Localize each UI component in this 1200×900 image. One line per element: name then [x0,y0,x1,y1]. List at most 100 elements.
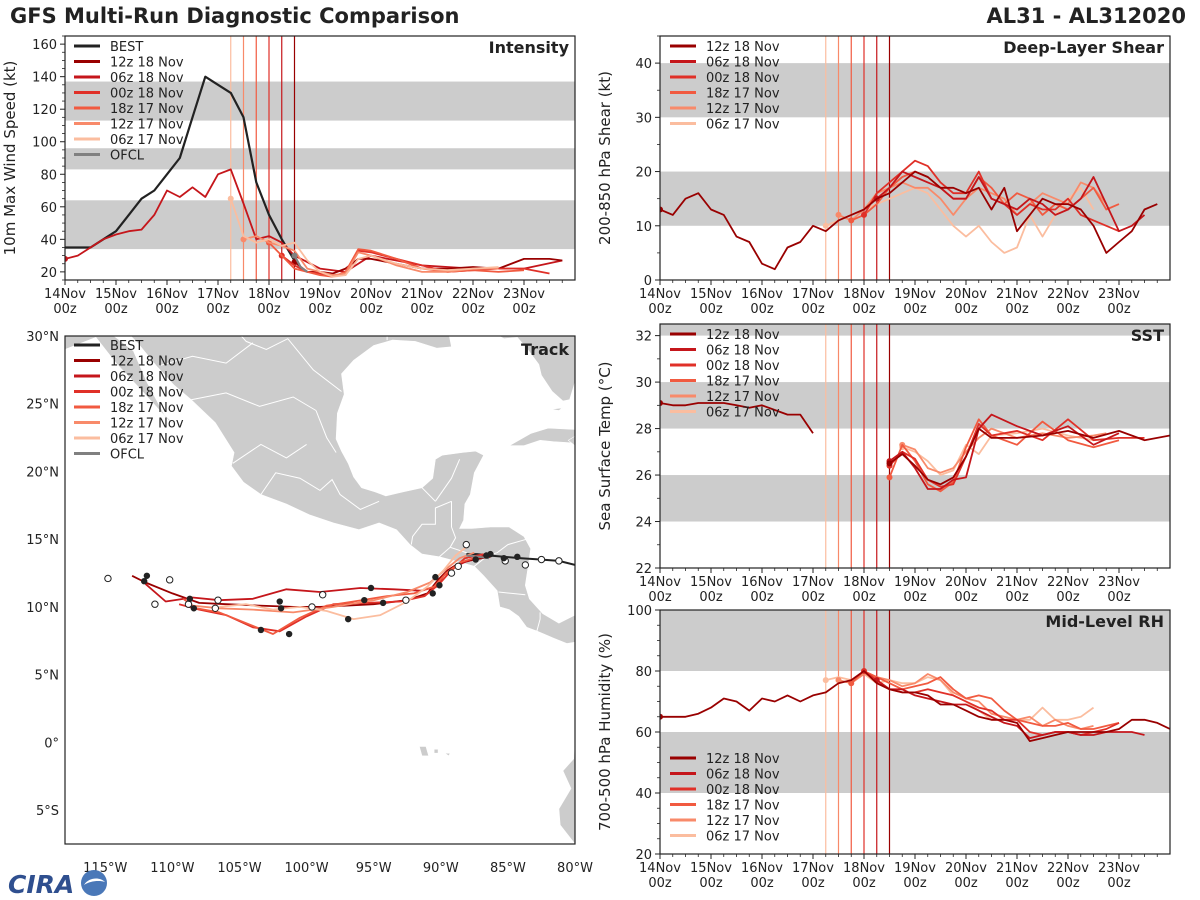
sst-xtick-label-day-8: 22Nov [1047,575,1089,590]
sst-xtick-label-hour-0: 00z [648,590,672,605]
track-point-open-9 [447,569,456,577]
track-point-open-15 [555,557,563,565]
shear-xtick-label-hour-5: 00z [903,302,927,317]
intensity-chart: 2040608010012014016014Nov00z15Nov00z16No… [1,35,576,317]
rh-xtick-label-day-3: 17Nov [792,861,834,876]
rh-ytick-label-80: 80 [635,665,652,680]
legend-label-06z-17-nov: 06z 17 Nov [110,432,184,447]
intensity-series-start-06z-17-nov [227,195,234,202]
legend-label-12z-17-nov: 12z 17 Nov [706,390,780,405]
sst-ylabel: Sea Surface Temp (°C) [596,361,614,530]
intensity-xtick-label-hour-3: 00z [206,302,230,317]
sst-xtick-label-day-4: 18Nov [843,575,885,590]
sst-ytick-label-22: 22 [635,562,652,577]
rh-xtick-label-hour-9: 00z [1107,876,1131,891]
border-mexico-guatemala [410,500,452,545]
intensity-xtick-label-day-5: 19Nov [299,287,341,302]
sst-title: SST [1131,326,1164,345]
shear-title: Deep-Layer Shear [1003,38,1164,57]
intensity-xtick-label-hour-4: 00z [257,302,281,317]
sst-xtick-label-hour-2: 00z [750,590,774,605]
intensity-xtick-label-day-4: 18Nov [248,287,290,302]
track-lat-label-4: 15°N [26,533,59,548]
rh-ytick-label-60: 60 [635,726,652,741]
rh-title: Mid-Level RH [1045,612,1164,631]
sst-series-06z-17-nov [901,427,1094,476]
intensity-band-2 [65,81,575,121]
land-florida-keys [550,407,564,411]
shear-ylabel: 200-850 hPa Shear (kt) [596,71,614,245]
legend-label-best: BEST [110,339,143,354]
track-point-filled-4 [257,626,265,634]
track-point-filled-2 [186,595,194,603]
track-point-open-3 [184,600,193,608]
rh-series-start-12z-18-nov [660,713,663,720]
sst-xtick-label-day-2: 16Nov [741,575,783,590]
track-point-filled-7 [276,598,283,605]
sst-plot-area [660,324,1170,568]
sst-series-12z-18-nov [888,427,1170,486]
rh-band-0 [660,732,1170,793]
legend-label-ofcl: OFCL [110,448,145,463]
track-lat-label-0: 5°S [36,804,59,819]
border-mexico-states-4 [260,472,380,510]
intensity-xtick-label-hour-9: 00z [512,302,536,317]
sst-band-0 [660,475,1170,522]
intensity-xtick-label-hour-8: 00z [461,302,485,317]
land-south-america [558,736,575,844]
intensity-title: Intensity [489,38,570,57]
sst-xtick-label-hour-6: 00z [954,590,978,605]
track-point-filled-5 [285,630,293,638]
intensity-ytick-label-60: 60 [40,201,57,216]
legend-label-12z-18-nov: 12z 18 Nov [706,752,780,767]
intensity-ylabel: 10m Max Wind Speed (kt) [1,61,19,256]
track-point-filled-8 [344,615,352,623]
intensity-xtick-label-hour-7: 00z [410,302,434,317]
legend-label-18z-17-nov: 18z 17 Nov [706,799,780,814]
track-point-open-8 [402,596,410,604]
sst-ytick-label-24: 24 [635,516,652,531]
intensity-series-06z-17-nov [229,198,499,278]
rh-series-start-06z-17-nov [822,677,829,684]
track-series-06z-17-nov [219,545,469,620]
border-mexico-states-2 [191,392,317,411]
track-point-open-6 [318,591,327,599]
track-title: Track [521,340,569,359]
shear-xtick-label-hour-6: 00z [954,302,978,317]
shear-xtick-label-day-9: 23Nov [1098,287,1140,302]
sst-xtick-label-hour-8: 00z [1056,590,1080,605]
legend-label-12z-18-nov: 12z 18 Nov [110,355,184,370]
shear-xtick-label-hour-2: 00z [750,302,774,317]
intensity-xtick-label-day-8: 22Nov [452,287,494,302]
shear-xtick-label-day-1: 15Nov [690,287,732,302]
border-guatemala-honduras [449,526,457,548]
sst-series-12z-17-nov [901,427,1107,474]
legend-label-00z-18-nov: 00z 18 Nov [706,359,780,374]
track-lon-label-6: 85°W [490,861,526,876]
shear-series-start-12z-18-nov [660,206,663,213]
rh-xtick-label-day-0: 14Nov [639,861,681,876]
intensity-xtick-label-hour-6: 00z [359,302,383,317]
rh-ytick-label-20: 20 [635,848,652,863]
legend-label-00z-18-nov: 00z 18 Nov [110,386,184,401]
legend-label-06z-18-nov: 06z 18 Nov [110,71,184,86]
intensity-xtick-label-hour-1: 00z [104,302,128,317]
sst-xtick-label-day-3: 17Nov [792,575,834,590]
intensity-ytick-label-20: 20 [40,266,57,281]
intensity-series-ofcl [293,255,308,273]
cira-logo-text: CIRA [8,870,74,898]
intensity-ytick-label-160: 160 [32,38,57,53]
track-chart: 115°W 110°W 105°W 100°W 95°W 90°W 85°W 80°W5°S0… [26,330,593,876]
track-point-open-7 [308,603,316,611]
legend-label-18z-17-nov: 18z 17 Nov [110,401,184,416]
shear-series-start-00z-18-nov [861,211,867,218]
sst-xtick-label-day-6: 20Nov [945,575,987,590]
rh-xtick-label-day-6: 20Nov [945,861,987,876]
border-mexico-states-1 [232,443,307,464]
track-point-open-13 [521,561,530,569]
legend-label-18z-17-nov: 18z 17 Nov [706,375,780,390]
track-lon-label-2: 105°W [217,861,261,876]
land-galapagos-3 [443,752,451,757]
